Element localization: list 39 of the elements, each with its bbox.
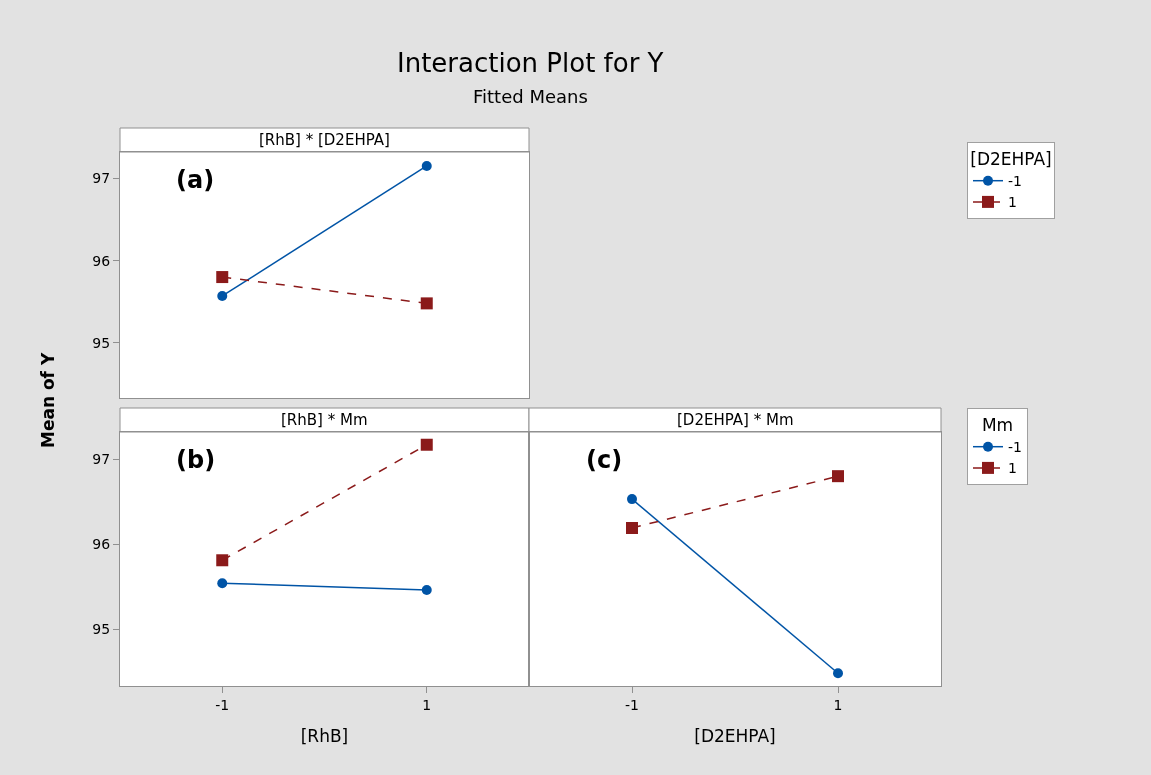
annotation: (a) bbox=[176, 166, 215, 194]
point bbox=[216, 271, 229, 284]
point bbox=[217, 578, 228, 589]
legend-label: 1 bbox=[1008, 460, 1017, 477]
y-tick-label: 95 bbox=[92, 334, 111, 351]
chart-title: [RhB] * Mm bbox=[281, 411, 368, 429]
x-tick-label: -1 bbox=[625, 696, 639, 713]
annotation: (b) bbox=[176, 446, 216, 474]
point bbox=[217, 290, 228, 301]
annotation: (c) bbox=[586, 446, 623, 474]
x-tick-label: -1 bbox=[215, 696, 230, 713]
legend-label: -1 bbox=[1008, 173, 1022, 190]
x-tick-label: 1 bbox=[422, 696, 432, 713]
legend-label: -1 bbox=[1008, 439, 1022, 456]
point bbox=[627, 494, 637, 505]
y-tick-label: 95 bbox=[92, 620, 111, 637]
y-tick-label: 97 bbox=[92, 451, 111, 468]
text: Interaction Plot for Y bbox=[397, 48, 664, 78]
y-axis-title: Mean of Y bbox=[38, 352, 58, 448]
x-axis-title: [D2EHPA] bbox=[694, 726, 776, 747]
text: Fitted Means bbox=[473, 86, 588, 107]
point bbox=[626, 521, 638, 534]
legend-label: 1 bbox=[1008, 194, 1017, 211]
point bbox=[420, 297, 433, 310]
chart-title: [RhB] * [D2EHPA] bbox=[259, 131, 390, 149]
point bbox=[420, 438, 433, 451]
point bbox=[832, 470, 844, 483]
y-tick-label: 96 bbox=[92, 252, 111, 269]
chart-title: [D2EHPA] * Mm bbox=[677, 411, 794, 429]
point bbox=[216, 554, 229, 567]
y-tick-label: 96 bbox=[92, 536, 111, 553]
legend-title: [D2EHPA] bbox=[970, 149, 1052, 170]
x-axis-title: [RhB] bbox=[300, 726, 349, 747]
legend-title: Mm bbox=[981, 415, 1014, 436]
point bbox=[421, 160, 432, 171]
point bbox=[833, 668, 843, 679]
y-tick-label: 97 bbox=[92, 170, 111, 187]
x-tick-label: 1 bbox=[833, 696, 843, 713]
point bbox=[421, 585, 432, 596]
